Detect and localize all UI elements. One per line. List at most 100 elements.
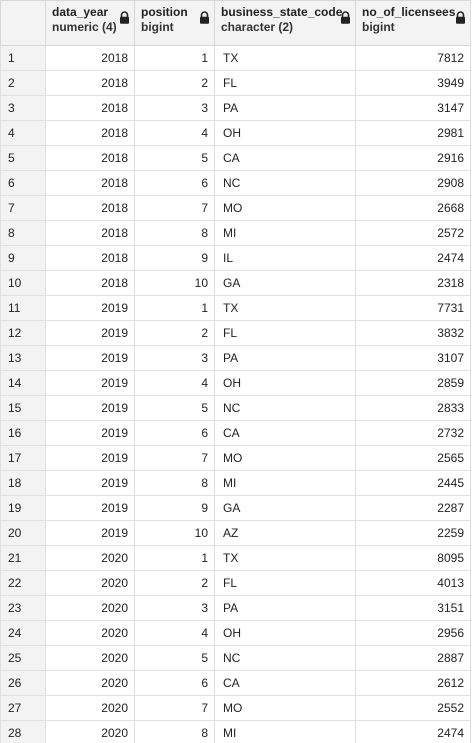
table-row[interactable]: 4 2018 4 OH 2981 — [0, 120, 470, 146]
cell-no-of-licensees[interactable]: 2612 — [355, 670, 470, 696]
table-row[interactable]: 5 2018 5 CA 2916 — [0, 145, 470, 171]
cell-no-of-licensees[interactable]: 2981 — [355, 120, 470, 146]
table-row[interactable]: 23 2020 3 PA 3151 — [0, 595, 470, 621]
column-header-business-state-code[interactable]: business_state_code character (2) — [214, 0, 356, 46]
cell-data-year[interactable]: 2020 — [45, 645, 135, 671]
cell-business-state-code[interactable]: MI — [214, 220, 356, 246]
cell-data-year[interactable]: 2018 — [45, 70, 135, 96]
cell-business-state-code[interactable]: CA — [214, 670, 356, 696]
cell-no-of-licensees[interactable]: 2859 — [355, 370, 470, 396]
cell-data-year[interactable]: 2018 — [45, 270, 135, 296]
cell-position[interactable]: 4 — [134, 120, 215, 146]
cell-data-year[interactable]: 2019 — [45, 520, 135, 546]
row-number-cell[interactable]: 8 — [0, 220, 46, 246]
cell-no-of-licensees[interactable]: 2908 — [355, 170, 470, 196]
row-number-cell[interactable]: 27 — [0, 695, 46, 721]
cell-business-state-code[interactable]: AZ — [214, 520, 356, 546]
cell-position[interactable]: 2 — [134, 570, 215, 596]
row-number-cell[interactable]: 19 — [0, 495, 46, 521]
cell-business-state-code[interactable]: NC — [214, 170, 356, 196]
cell-business-state-code[interactable]: TX — [214, 545, 356, 571]
table-row[interactable]: 13 2019 3 PA 3107 — [0, 345, 470, 371]
table-row[interactable]: 2 2018 2 FL 3949 — [0, 70, 470, 96]
row-number-cell[interactable]: 14 — [0, 370, 46, 396]
table-row[interactable]: 7 2018 7 MO 2668 — [0, 195, 470, 221]
cell-no-of-licensees[interactable]: 2887 — [355, 645, 470, 671]
cell-no-of-licensees[interactable]: 3151 — [355, 595, 470, 621]
row-number-cell[interactable]: 10 — [0, 270, 46, 296]
cell-business-state-code[interactable]: MO — [214, 195, 356, 221]
table-row[interactable]: 16 2019 6 CA 2732 — [0, 420, 470, 446]
cell-data-year[interactable]: 2018 — [45, 145, 135, 171]
cell-no-of-licensees[interactable]: 8095 — [355, 545, 470, 571]
cell-business-state-code[interactable]: MO — [214, 695, 356, 721]
cell-position[interactable]: 6 — [134, 420, 215, 446]
row-number-cell[interactable]: 18 — [0, 470, 46, 496]
cell-business-state-code[interactable]: NC — [214, 645, 356, 671]
cell-business-state-code[interactable]: GA — [214, 495, 356, 521]
table-row[interactable]: 1 2018 1 TX 7812 — [0, 45, 470, 71]
cell-position[interactable]: 6 — [134, 670, 215, 696]
row-number-cell[interactable]: 26 — [0, 670, 46, 696]
row-number-cell[interactable]: 4 — [0, 120, 46, 146]
cell-data-year[interactable]: 2020 — [45, 595, 135, 621]
row-number-cell[interactable]: 2 — [0, 70, 46, 96]
cell-no-of-licensees[interactable]: 2572 — [355, 220, 470, 246]
cell-data-year[interactable]: 2018 — [45, 45, 135, 71]
row-number-cell[interactable]: 20 — [0, 520, 46, 546]
row-number-cell[interactable]: 7 — [0, 195, 46, 221]
row-number-cell[interactable]: 15 — [0, 395, 46, 421]
row-number-cell[interactable]: 23 — [0, 595, 46, 621]
cell-data-year[interactable]: 2020 — [45, 545, 135, 571]
row-number-cell[interactable]: 1 — [0, 45, 46, 71]
cell-position[interactable]: 5 — [134, 645, 215, 671]
cell-data-year[interactable]: 2020 — [45, 695, 135, 721]
cell-no-of-licensees[interactable]: 3107 — [355, 345, 470, 371]
table-row[interactable]: 25 2020 5 NC 2887 — [0, 645, 470, 671]
cell-position[interactable]: 4 — [134, 620, 215, 646]
cell-data-year[interactable]: 2019 — [45, 445, 135, 471]
cell-position[interactable]: 3 — [134, 345, 215, 371]
table-row[interactable]: 28 2020 8 MI 2474 — [0, 720, 470, 743]
cell-business-state-code[interactable]: CA — [214, 145, 356, 171]
table-row[interactable]: 21 2020 1 TX 8095 — [0, 545, 470, 571]
cell-business-state-code[interactable]: PA — [214, 345, 356, 371]
cell-business-state-code[interactable]: MO — [214, 445, 356, 471]
cell-no-of-licensees[interactable]: 2833 — [355, 395, 470, 421]
cell-no-of-licensees[interactable]: 2287 — [355, 495, 470, 521]
cell-no-of-licensees[interactable]: 7731 — [355, 295, 470, 321]
cell-business-state-code[interactable]: OH — [214, 370, 356, 396]
cell-no-of-licensees[interactable]: 2916 — [355, 145, 470, 171]
row-number-cell[interactable]: 21 — [0, 545, 46, 571]
cell-no-of-licensees[interactable]: 2318 — [355, 270, 470, 296]
cell-business-state-code[interactable]: TX — [214, 45, 356, 71]
table-row[interactable]: 3 2018 3 PA 3147 — [0, 95, 470, 121]
table-row[interactable]: 6 2018 6 NC 2908 — [0, 170, 470, 196]
cell-data-year[interactable]: 2018 — [45, 220, 135, 246]
cell-data-year[interactable]: 2020 — [45, 570, 135, 596]
cell-no-of-licensees[interactable]: 2732 — [355, 420, 470, 446]
table-row[interactable]: 22 2020 2 FL 4013 — [0, 570, 470, 596]
row-number-cell[interactable]: 25 — [0, 645, 46, 671]
cell-no-of-licensees[interactable]: 2668 — [355, 195, 470, 221]
cell-no-of-licensees[interactable]: 3147 — [355, 95, 470, 121]
cell-business-state-code[interactable]: PA — [214, 95, 356, 121]
row-number-cell[interactable]: 9 — [0, 245, 46, 271]
row-number-cell[interactable]: 24 — [0, 620, 46, 646]
row-number-cell[interactable]: 11 — [0, 295, 46, 321]
cell-data-year[interactable]: 2019 — [45, 295, 135, 321]
cell-position[interactable]: 10 — [134, 520, 215, 546]
table-row[interactable]: 26 2020 6 CA 2612 — [0, 670, 470, 696]
table-row[interactable]: 10 2018 10 GA 2318 — [0, 270, 470, 296]
cell-data-year[interactable]: 2019 — [45, 420, 135, 446]
cell-business-state-code[interactable]: TX — [214, 295, 356, 321]
cell-data-year[interactable]: 2019 — [45, 345, 135, 371]
column-header-position[interactable]: position bigint — [134, 0, 215, 46]
table-row[interactable]: 9 2018 9 IL 2474 — [0, 245, 470, 271]
cell-position[interactable]: 8 — [134, 470, 215, 496]
cell-no-of-licensees[interactable]: 3949 — [355, 70, 470, 96]
cell-no-of-licensees[interactable]: 7812 — [355, 45, 470, 71]
cell-data-year[interactable]: 2018 — [45, 120, 135, 146]
cell-position[interactable]: 8 — [134, 220, 215, 246]
